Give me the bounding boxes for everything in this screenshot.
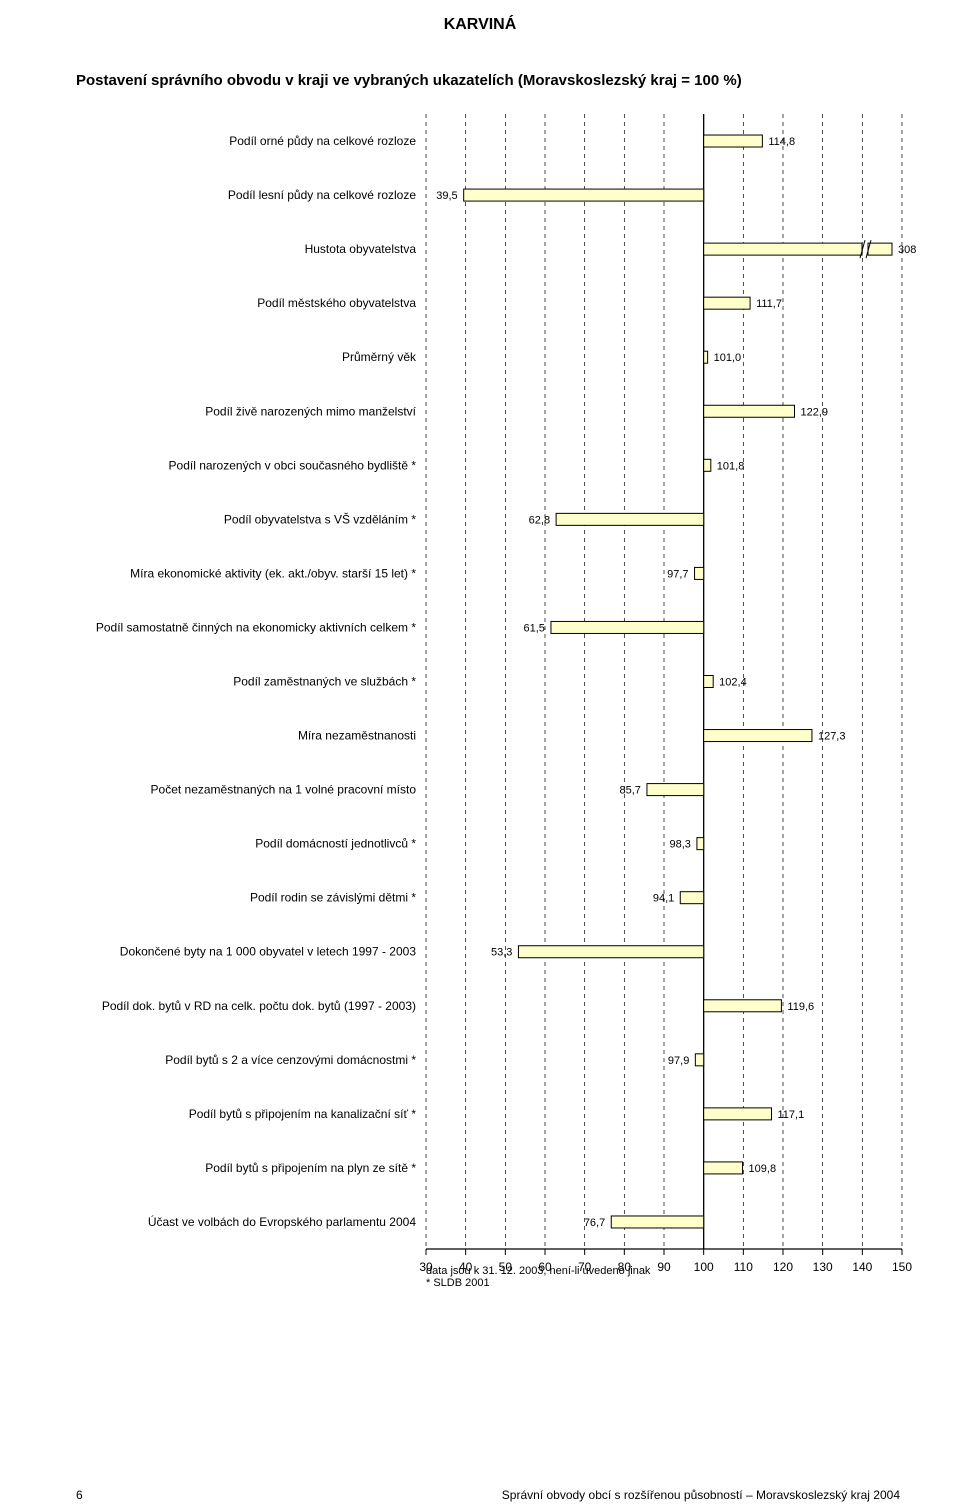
svg-text:53,3: 53,3 <box>491 947 512 959</box>
svg-text:39,5: 39,5 <box>436 190 457 202</box>
svg-text:130: 130 <box>813 1260 833 1274</box>
svg-text:Podíl dok. bytů v RD na celk.: Podíl dok. bytů v RD na celk. počtu dok.… <box>102 999 416 1013</box>
svg-text:Podíl bytů s 2 a více cenzovým: Podíl bytů s 2 a více cenzovými domácnos… <box>165 1053 416 1067</box>
svg-text:109,8: 109,8 <box>749 1163 777 1175</box>
svg-text:119,6: 119,6 <box>787 1001 814 1013</box>
svg-text:Průměrný věk: Průměrný věk <box>342 350 417 364</box>
svg-text:Podíl narozených v obci součas: Podíl narozených v obci současného bydli… <box>169 458 417 472</box>
footnote-line-2: * SLDB 2001 <box>426 1277 650 1289</box>
svg-text:Míra ekonomické aktivity (ek.: Míra ekonomické aktivity (ek. akt./obyv.… <box>130 566 416 580</box>
svg-text:Hustota obyvatelstva: Hustota obyvatelstva <box>305 242 417 256</box>
svg-text:62,8: 62,8 <box>529 514 550 526</box>
svg-text:Podíl živě narozených mimo man: Podíl živě narozených mimo manželství <box>205 404 416 418</box>
svg-text:114,8: 114,8 <box>768 136 795 148</box>
svg-text:100: 100 <box>694 1260 714 1274</box>
svg-text:308,4: 308,4 <box>898 244 916 256</box>
svg-text:Podíl samostatně činných na ek: Podíl samostatně činných na ekonomicky a… <box>96 620 416 634</box>
svg-text:122,9: 122,9 <box>801 406 829 418</box>
svg-text:61,5: 61,5 <box>524 622 545 634</box>
svg-text:110: 110 <box>734 1260 753 1274</box>
svg-text:90: 90 <box>657 1260 671 1274</box>
footer-text: Správní obvody obcí s rozšířenou působno… <box>502 1488 900 1502</box>
svg-text:111,7: 111,7 <box>756 298 782 310</box>
svg-text:76,7: 76,7 <box>584 1217 605 1229</box>
chart-container: 30405060708090100110120130140150Podíl or… <box>76 109 916 1299</box>
svg-text:127,3: 127,3 <box>818 731 846 743</box>
svg-text:Podíl obyvatelstva s VŠ vzdělá: Podíl obyvatelstva s VŠ vzděláním * <box>224 511 416 526</box>
svg-text:94,1: 94,1 <box>653 893 674 905</box>
svg-text:101,0: 101,0 <box>714 352 742 364</box>
svg-text:Podíl městského obyvatelstva: Podíl městského obyvatelstva <box>257 296 416 310</box>
footnote-line-1: data jsou k 31. 12. 2003, není-li uveden… <box>426 1265 650 1277</box>
footer-page-number: 6 <box>76 1488 83 1502</box>
svg-text:85,7: 85,7 <box>620 785 641 797</box>
svg-text:Podíl bytů s připojením na ply: Podíl bytů s připojením na plyn ze sítě … <box>205 1161 416 1175</box>
page-header: KARVINÁ <box>0 0 960 34</box>
svg-text:Podíl rodin se závislými dětmi: Podíl rodin se závislými dětmi * <box>250 891 416 905</box>
svg-text:Podíl domácností jednotlivců *: Podíl domácností jednotlivců * <box>255 837 416 851</box>
svg-text:98,3: 98,3 <box>670 839 691 851</box>
svg-text:Podíl orné půdy na celkové roz: Podíl orné půdy na celkové rozloze <box>229 134 416 148</box>
svg-text:97,7: 97,7 <box>667 568 688 580</box>
svg-text:Účast ve volbách do Evropského: Účast ve volbách do Evropského parlament… <box>148 1214 416 1229</box>
svg-text:102,4: 102,4 <box>719 677 747 689</box>
svg-text:117,1: 117,1 <box>777 1109 804 1121</box>
svg-text:Podíl zaměstnaných ve službách: Podíl zaměstnaných ve službách * <box>233 675 416 689</box>
bar-chart: 30405060708090100110120130140150Podíl or… <box>76 109 916 1299</box>
svg-text:Počet nezaměstnaných na 1 voln: Počet nezaměstnaných na 1 volné pracovní… <box>151 783 417 797</box>
svg-text:Podíl lesní půdy na celkové ro: Podíl lesní půdy na celkové rozloze <box>228 188 416 202</box>
svg-text:150: 150 <box>892 1260 912 1274</box>
svg-text:140: 140 <box>852 1260 872 1274</box>
svg-text:Dokončené byty na 1 000 obyvat: Dokončené byty na 1 000 obyvatel v letec… <box>120 945 417 959</box>
svg-text:97,9: 97,9 <box>668 1055 689 1067</box>
svg-text:120: 120 <box>773 1260 793 1274</box>
footnote-block: data jsou k 31. 12. 2003, není-li uveden… <box>426 1265 650 1289</box>
svg-text:Míra nezaměstnanosti: Míra nezaměstnanosti <box>298 729 416 743</box>
svg-text:Podíl bytů s připojením na kan: Podíl bytů s připojením na kanalizační s… <box>189 1107 417 1121</box>
svg-text:101,8: 101,8 <box>717 460 745 472</box>
chart-title: Postavení správního obvodu v kraji ve vy… <box>76 72 960 89</box>
